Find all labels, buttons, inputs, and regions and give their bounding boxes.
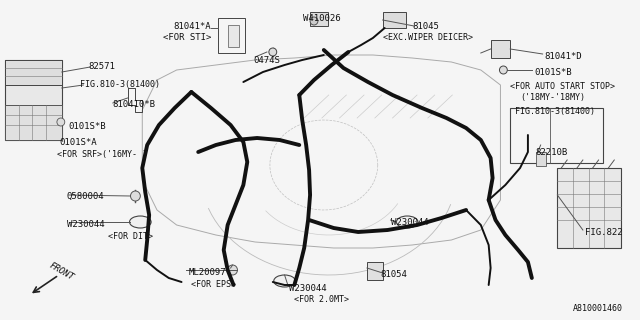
Text: 81045: 81045 — [412, 22, 439, 31]
Bar — [228, 25, 239, 47]
Circle shape — [57, 118, 65, 126]
Text: <FOR DIT>: <FOR DIT> — [108, 232, 153, 241]
Text: FIG.810-3(81400): FIG.810-3(81400) — [515, 107, 595, 116]
Text: 810410*B: 810410*B — [113, 100, 156, 109]
Text: ML20097: ML20097 — [188, 268, 226, 277]
Text: A810001460: A810001460 — [573, 304, 623, 313]
Text: <FOR STI>: <FOR STI> — [163, 33, 211, 42]
Text: <FOR SRF>('16MY- ): <FOR SRF>('16MY- ) — [57, 150, 147, 159]
Bar — [5, 105, 62, 140]
Circle shape — [310, 17, 318, 25]
Text: 82210B: 82210B — [536, 148, 568, 157]
Circle shape — [131, 191, 140, 201]
Bar — [5, 60, 62, 140]
Bar — [383, 12, 406, 28]
Text: <FOR 2.0MT>: <FOR 2.0MT> — [294, 295, 349, 304]
Text: <FOR AUTO START STOP>: <FOR AUTO START STOP> — [510, 82, 615, 91]
Text: ('18MY-'18MY): ('18MY-'18MY) — [520, 93, 585, 102]
Circle shape — [499, 66, 508, 74]
Text: FIG.822: FIG.822 — [585, 228, 623, 237]
Bar — [557, 168, 621, 248]
Bar — [510, 108, 604, 163]
Text: 0474S: 0474S — [253, 56, 280, 65]
Bar — [367, 262, 383, 280]
Bar — [5, 60, 62, 85]
Bar — [310, 12, 328, 26]
Text: <FOR EPS>: <FOR EPS> — [191, 280, 236, 289]
Text: W230044: W230044 — [390, 218, 428, 227]
Ellipse shape — [274, 275, 295, 287]
Text: <EXC.WIPER DEICER>: <EXC.WIPER DEICER> — [383, 33, 473, 42]
Bar — [218, 18, 245, 53]
Text: W230044: W230044 — [67, 220, 104, 229]
Text: Q580004: Q580004 — [67, 192, 104, 201]
Text: FIG.810-3(81400): FIG.810-3(81400) — [81, 80, 161, 89]
Text: 0101S*A: 0101S*A — [59, 138, 97, 147]
Circle shape — [228, 265, 237, 275]
Text: 82571: 82571 — [88, 62, 115, 71]
Ellipse shape — [129, 216, 151, 228]
Bar — [491, 40, 510, 58]
Ellipse shape — [396, 216, 418, 228]
Text: 0101S*B: 0101S*B — [535, 68, 572, 77]
Text: W410026: W410026 — [303, 14, 340, 23]
Text: FRONT: FRONT — [47, 261, 75, 282]
Bar — [536, 152, 545, 166]
Text: W230044: W230044 — [289, 284, 327, 293]
Text: 0101S*B: 0101S*B — [68, 122, 106, 131]
Text: 81054: 81054 — [381, 270, 408, 279]
Text: 81041*D: 81041*D — [545, 52, 582, 61]
Text: 81041*A: 81041*A — [173, 22, 211, 31]
Circle shape — [269, 48, 276, 56]
